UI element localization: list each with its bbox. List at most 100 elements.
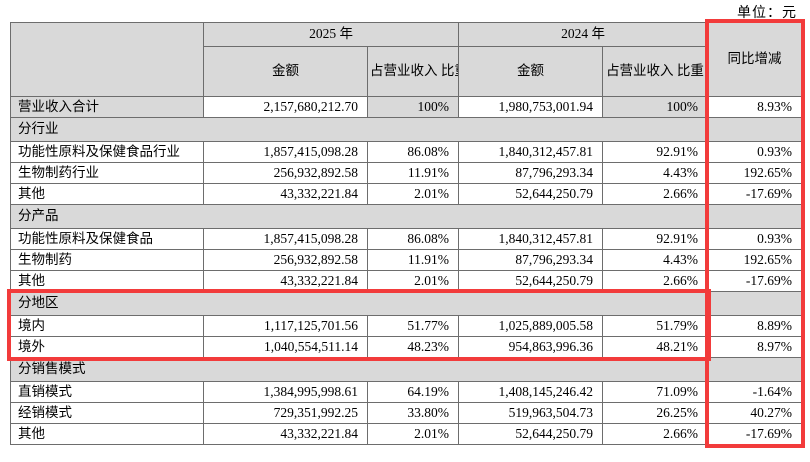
table-row: 其他 43,332,221.84 2.01% 52,644,250.79 2.66% -1… — [10, 423, 802, 445]
cell-amount-2025: 43,332,221.84 — [203, 423, 368, 445]
cell-amount-2025: 1,857,415,098.28 — [203, 228, 368, 250]
row-label: 境内 — [10, 315, 204, 337]
table-row: 直销模式 1,384,995,998.61 64.19% 1,408,145,246.… — [10, 381, 802, 403]
cell-pct-2024: 48.21% — [602, 336, 708, 358]
cell-amount-2024: 87,796,293.34 — [458, 162, 603, 184]
section-row: 分销售模式 — [10, 357, 802, 382]
cell-yoy: -17.69% — [707, 270, 802, 292]
cell-amount-2024: 52,644,250.79 — [458, 270, 603, 292]
cell-amount-2025: 1,384,995,998.61 — [203, 381, 368, 403]
cell-amount-2024: 1,840,312,457.81 — [458, 141, 603, 163]
cell-pct-2025: 64.19% — [367, 381, 459, 403]
section-row: 分地区 — [10, 291, 802, 316]
cell-pct-2025: 11.91% — [367, 249, 459, 271]
col-header-yoy: 同比增减 — [707, 22, 802, 97]
section-label: 分产品 — [10, 204, 802, 229]
cell-yoy: 40.27% — [707, 402, 802, 424]
row-label: 其他 — [10, 183, 204, 205]
cell-amount-2025: 1,040,554,511.14 — [203, 336, 368, 358]
revenue-table: 2025 年 2024 年 同比增减 金额 占营业收入 比重 金额 占营业收入 … — [10, 22, 802, 445]
cell-amount-2025: 1,857,415,098.28 — [203, 141, 368, 163]
col-header-amount-2025: 金额 — [203, 46, 368, 97]
row-label: 生物制药 — [10, 249, 204, 271]
row-label: 功能性原料及保健食品行业 — [10, 141, 204, 163]
cell-pct-2025: 2.01% — [367, 270, 459, 292]
cell-amount-2025: 2,157,680,212.70 — [203, 96, 368, 118]
cell-amount-2024: 52,644,250.79 — [458, 183, 603, 205]
section-label: 分行业 — [10, 117, 802, 142]
col-header-pct-2024: 占营业收入 比重 — [602, 46, 708, 97]
cell-yoy: -1.64% — [707, 381, 802, 403]
cell-pct-2024: 92.91% — [602, 141, 708, 163]
cell-pct-2024: 4.43% — [602, 249, 708, 271]
cell-yoy: -17.69% — [707, 423, 802, 445]
table-row: 境外 1,040,554,511.14 48.23% 954,863,996.36 48… — [10, 336, 802, 358]
table-row: 经销模式 729,351,992.25 33.80% 519,963,504.73 26… — [10, 402, 802, 424]
section-label: 分销售模式 — [10, 357, 802, 382]
cell-pct-2024: 4.43% — [602, 162, 708, 184]
section-label: 分地区 — [10, 291, 802, 316]
table-row: 生物制药行业 256,932,892.58 11.91% 87,796,293.34 4… — [10, 162, 802, 184]
col-header-2024: 2024 年 — [458, 22, 708, 47]
cell-pct-2025: 11.91% — [367, 162, 459, 184]
row-label: 直销模式 — [10, 381, 204, 403]
cell-pct-2024: 92.91% — [602, 228, 708, 250]
section-row: 分产品 — [10, 204, 802, 229]
col-header-2025: 2025 年 — [203, 22, 459, 47]
cell-amount-2024: 1,980,753,001.94 — [458, 96, 603, 118]
cell-pct-2024: 26.25% — [602, 402, 708, 424]
cell-amount-2025: 729,351,992.25 — [203, 402, 368, 424]
cell-pct-2025: 100% — [367, 96, 459, 118]
cell-pct-2024: 71.09% — [602, 381, 708, 403]
table-row: 其他 43,332,221.84 2.01% 52,644,250.79 2.66% -1… — [10, 270, 802, 292]
table-row: 境内 1,117,125,701.56 51.77% 1,025,889,005.58… — [10, 315, 802, 337]
cell-amount-2024: 1,408,145,246.42 — [458, 381, 603, 403]
cell-amount-2025: 256,932,892.58 — [203, 249, 368, 271]
cell-pct-2025: 51.77% — [367, 315, 459, 337]
cell-amount-2024: 52,644,250.79 — [458, 423, 603, 445]
unit-label: 单位：元 — [737, 6, 797, 21]
cell-pct-2025: 48.23% — [367, 336, 459, 358]
cell-yoy: 8.93% — [707, 96, 802, 118]
cell-pct-2024: 2.66% — [602, 270, 708, 292]
cell-yoy: 192.65% — [707, 249, 802, 271]
row-label: 其他 — [10, 423, 204, 445]
cell-amount-2025: 43,332,221.84 — [203, 183, 368, 205]
table-row: 营业收入合计 2,157,680,212.70 100% 1,980,753,001.… — [10, 96, 802, 118]
cell-yoy: 0.93% — [707, 141, 802, 163]
table-header: 2025 年 2024 年 同比增减 金额 占营业收入 比重 金额 占营业收入 … — [10, 22, 802, 97]
cell-pct-2024: 2.66% — [602, 423, 708, 445]
col-header-pct-2025: 占营业收入 比重 — [367, 46, 459, 97]
table-body: 营业收入合计 2,157,680,212.70 100% 1,980,753,001.… — [10, 96, 802, 445]
cell-pct-2025: 86.08% — [367, 228, 459, 250]
cell-yoy: 192.65% — [707, 162, 802, 184]
section-row: 分行业 — [10, 117, 802, 142]
cell-pct-2025: 33.80% — [367, 402, 459, 424]
col-header-amount-2024: 金额 — [458, 46, 603, 97]
cell-amount-2025: 43,332,221.84 — [203, 270, 368, 292]
cell-amount-2024: 1,840,312,457.81 — [458, 228, 603, 250]
row-label: 境外 — [10, 336, 204, 358]
table-row: 生物制药 256,932,892.58 11.91% 87,796,293.34 4.4… — [10, 249, 802, 271]
cell-yoy: -17.69% — [707, 183, 802, 205]
cell-pct-2024: 2.66% — [602, 183, 708, 205]
cell-amount-2025: 256,932,892.58 — [203, 162, 368, 184]
cell-amount-2024: 87,796,293.34 — [458, 249, 603, 271]
corner-cell — [10, 22, 204, 97]
row-label: 经销模式 — [10, 402, 204, 424]
table-row: 功能性原料及保健食品行业 1,857,415,098.28 86.08% 1,840,… — [10, 141, 802, 163]
table-row: 功能性原料及保健食品 1,857,415,098.28 86.08% 1,840,31… — [10, 228, 802, 250]
cell-yoy: 8.89% — [707, 315, 802, 337]
cell-pct-2024: 51.79% — [602, 315, 708, 337]
cell-amount-2024: 954,863,996.36 — [458, 336, 603, 358]
row-label: 功能性原料及保健食品 — [10, 228, 204, 250]
row-label: 其他 — [10, 270, 204, 292]
cell-amount-2025: 1,117,125,701.56 — [203, 315, 368, 337]
cell-yoy: 8.97% — [707, 336, 802, 358]
cell-amount-2024: 1,025,889,005.58 — [458, 315, 603, 337]
cell-amount-2024: 519,963,504.73 — [458, 402, 603, 424]
cell-yoy: 0.93% — [707, 228, 802, 250]
row-label: 营业收入合计 — [10, 96, 204, 118]
cell-pct-2025: 2.01% — [367, 183, 459, 205]
